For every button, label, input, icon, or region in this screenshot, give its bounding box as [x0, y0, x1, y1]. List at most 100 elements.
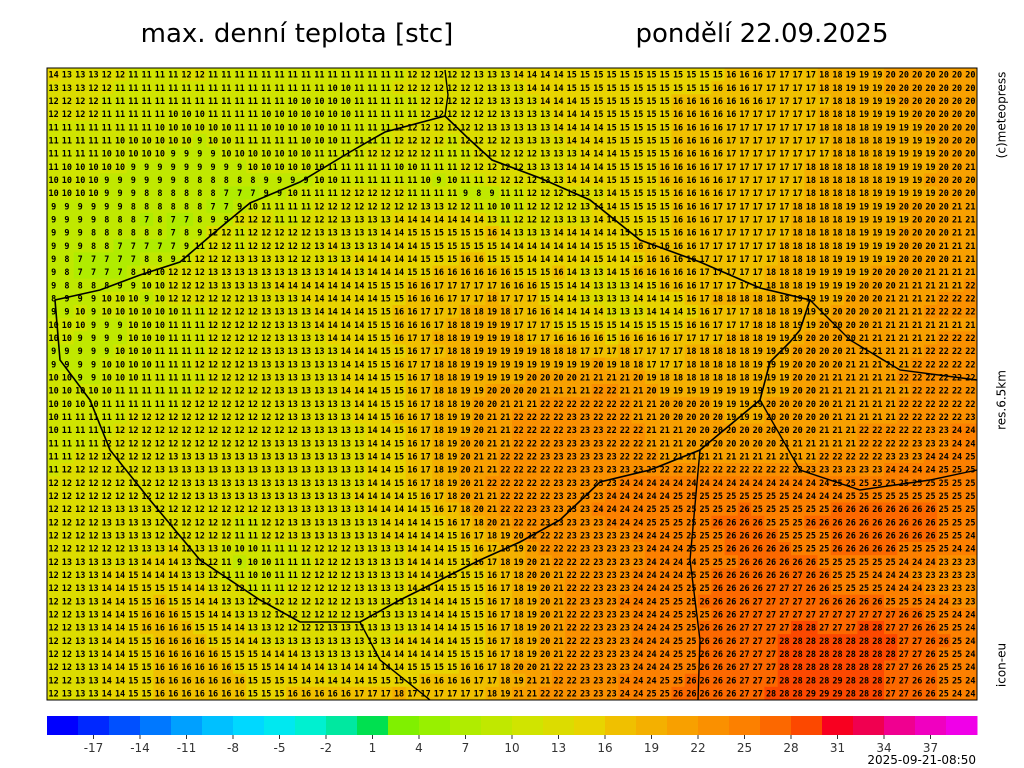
- cell-value: 17: [407, 360, 417, 370]
- cell-value: 15: [633, 321, 643, 331]
- grid-cell: [764, 68, 779, 82]
- cell-value: 16: [434, 268, 444, 278]
- cell-value: 13: [341, 452, 351, 462]
- cell-value: 22: [527, 413, 537, 423]
- cell-value: 14: [514, 71, 524, 81]
- cell-value: 11: [341, 163, 351, 173]
- cell-value: 13: [328, 439, 338, 449]
- cell-value: 12: [181, 400, 191, 410]
- cell-value: 11: [248, 97, 258, 107]
- cell-value: 8: [131, 215, 136, 225]
- cell-value: 17: [713, 334, 723, 344]
- cell-value: 12: [155, 479, 165, 489]
- cell-value: 12: [261, 531, 271, 541]
- cell-value: 19: [872, 215, 882, 225]
- cell-value: 19: [899, 150, 909, 160]
- cell-value: 11: [514, 202, 524, 212]
- grid-cell: [830, 68, 845, 82]
- cell-value: 12: [261, 400, 271, 410]
- cell-value: 11: [168, 97, 178, 107]
- cell-value: 12: [434, 97, 444, 107]
- cell-value: 17: [766, 242, 776, 252]
- cell-value: 14: [341, 347, 351, 357]
- cell-value: 14: [527, 242, 537, 252]
- cell-value: 13: [314, 373, 324, 383]
- cell-value: 19: [832, 281, 842, 291]
- cell-value: 19: [766, 334, 776, 344]
- cell-value: 11: [142, 387, 152, 397]
- cell-value: 21: [620, 387, 630, 397]
- cell-value: 21: [925, 334, 935, 344]
- cell-value: 11: [407, 97, 417, 107]
- cell-value: 14: [354, 294, 364, 304]
- cell-value: 10: [88, 189, 98, 199]
- cell-value: 14: [580, 123, 590, 133]
- cell-value: 19: [886, 176, 896, 186]
- cell-value: 18: [514, 334, 524, 344]
- cell-value: 9: [118, 321, 123, 331]
- cell-value: 18: [447, 492, 457, 502]
- cell-value: 11: [115, 413, 125, 423]
- cell-value: 19: [886, 242, 896, 252]
- cell-value: 21: [646, 439, 656, 449]
- cell-value: 9: [184, 150, 189, 160]
- cell-value: 14: [354, 308, 364, 318]
- grid-cell: [179, 68, 194, 82]
- cell-value: 22: [939, 308, 949, 318]
- cell-value: 23: [886, 452, 896, 462]
- cell-value: 18: [806, 215, 816, 225]
- cell-value: 25: [766, 492, 776, 502]
- cell-value: 11: [274, 84, 284, 94]
- cell-value: 16: [686, 229, 696, 239]
- cell-value: 16: [686, 150, 696, 160]
- cell-value: 20: [793, 426, 803, 436]
- cell-value: 22: [514, 452, 524, 462]
- cell-value: 15: [633, 189, 643, 199]
- cell-value: 26: [925, 518, 935, 528]
- cell-value: 17: [739, 123, 749, 133]
- cell-value: 19: [447, 439, 457, 449]
- cell-value: 22: [925, 400, 935, 410]
- cell-value: 14: [540, 255, 550, 265]
- cell-value: 8: [144, 255, 149, 265]
- cell-value: 12: [235, 387, 245, 397]
- cell-value: 14: [421, 215, 431, 225]
- cell-value: 12: [195, 387, 205, 397]
- cell-value: 12: [235, 308, 245, 318]
- cell-value: 10: [142, 334, 152, 344]
- cell-value: 13: [288, 439, 298, 449]
- cell-value: 8: [184, 176, 189, 186]
- cell-value: 19: [739, 387, 749, 397]
- cell-value: 15: [487, 255, 497, 265]
- grid-cell: [724, 94, 739, 108]
- cell-value: 23: [567, 452, 577, 462]
- cell-value: 12: [421, 123, 431, 133]
- cell-value: 18: [434, 426, 444, 436]
- grid-cell: [777, 68, 792, 82]
- cell-value: 14: [301, 294, 311, 304]
- cell-value: 19: [846, 268, 856, 278]
- cell-value: 13: [553, 136, 563, 146]
- cell-value: 12: [301, 242, 311, 252]
- cell-value: 10: [49, 387, 59, 397]
- cell-value: 13: [341, 531, 351, 541]
- cell-value: 12: [447, 97, 457, 107]
- cell-value: 15: [620, 136, 630, 146]
- grid-cell: [711, 94, 725, 108]
- cell-value: 16: [660, 268, 670, 278]
- cell-value: 16: [421, 294, 431, 304]
- cell-value: 21: [952, 255, 962, 265]
- cell-value: 13: [500, 123, 510, 133]
- cell-value: 20: [872, 308, 882, 318]
- cell-value: 16: [500, 281, 510, 291]
- cell-value: 10: [301, 136, 311, 146]
- cell-value: 13: [381, 215, 391, 225]
- cell-value: 18: [474, 518, 484, 528]
- cell-value: 11: [155, 110, 165, 120]
- cell-value: 11: [208, 71, 218, 81]
- grid-cell: [326, 68, 340, 82]
- cell-value: 25: [952, 492, 962, 502]
- cell-value: 10: [301, 97, 311, 107]
- cell-value: 19: [899, 136, 909, 146]
- cell-value: 10: [328, 97, 338, 107]
